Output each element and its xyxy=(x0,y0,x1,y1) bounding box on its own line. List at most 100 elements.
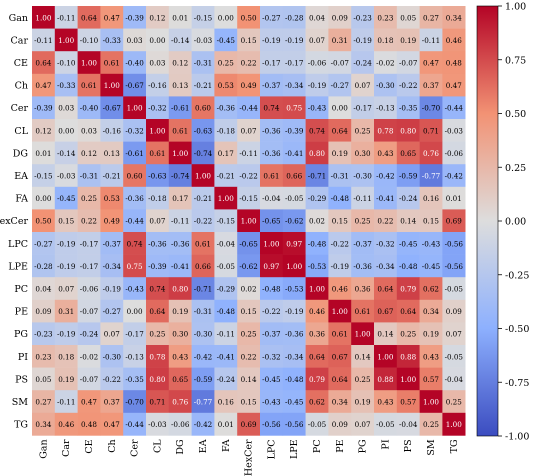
cell-value-label: -0.65 xyxy=(262,217,281,226)
cell-value-label: 1.00 xyxy=(332,307,348,316)
cell-value-label: -0.11 xyxy=(217,330,235,339)
heatmap-cell xyxy=(396,164,420,188)
cell-value-label: 0.17 xyxy=(172,194,188,203)
heatmap-cell xyxy=(77,186,101,210)
heatmap-cell xyxy=(396,6,420,29)
cell-value-label: 0.74 xyxy=(149,285,165,294)
heatmap-cell xyxy=(32,141,56,165)
cell-value-label: 0.43 xyxy=(172,352,188,361)
x-tick-labels: Gan Car CE Ch Cer CL DG EA FA HexCer LPC LPE PC PE PG P… xyxy=(38,439,459,476)
heatmap-cell xyxy=(442,390,466,414)
heatmap-cell xyxy=(260,209,284,233)
heatmap-cell xyxy=(374,96,398,120)
heatmap-cell xyxy=(328,390,352,414)
cell-value-label: 0.22 xyxy=(241,352,257,361)
heatmap-cell xyxy=(351,6,375,29)
cell-value-label: 0.15 xyxy=(332,217,348,226)
cell-value-label: 0.07 xyxy=(309,36,325,45)
cell-value-label: -0.16 xyxy=(148,81,167,90)
cell-value-label: -0.05 xyxy=(445,352,464,361)
cell-value-label: -0.61 xyxy=(171,104,189,113)
heatmap-cell xyxy=(351,322,375,346)
cell-value-label: 0.97 xyxy=(263,262,279,271)
heatmap-cell xyxy=(214,28,238,52)
cell-value-label: -0.33 xyxy=(57,81,76,90)
y-tick-label: CL xyxy=(14,126,28,137)
heatmap-cell xyxy=(54,73,78,97)
colorbar-tick-label: -1.00 xyxy=(505,432,529,443)
cell-value-label: -0.05 xyxy=(217,262,236,271)
heatmap-cell xyxy=(419,96,443,120)
heatmap-cell xyxy=(396,73,420,97)
cell-value-label: 0.57 xyxy=(423,375,439,384)
heatmap-cells: 1.00 -0.11 0.64 0.47 -0.39 0.12 0.01 -0.15 0.00 0… xyxy=(32,6,466,436)
heatmap-cell xyxy=(260,73,284,97)
cell-value-label: -0.18 xyxy=(148,194,167,203)
heatmap-cell xyxy=(396,28,420,52)
cell-value-label: -0.11 xyxy=(422,36,440,45)
heatmap-cell xyxy=(419,390,443,414)
cell-value-label: 0.61 xyxy=(81,81,97,90)
cell-value-label: 0.31 xyxy=(58,307,74,316)
heatmap-cell xyxy=(32,96,56,120)
heatmap-cell xyxy=(77,412,101,436)
heatmap-cell xyxy=(146,96,170,120)
heatmap-cell xyxy=(237,345,261,368)
heatmap-cell xyxy=(442,164,466,188)
cell-value-label: -0.45 xyxy=(57,194,76,203)
cell-value-label: 0.30 xyxy=(355,149,371,158)
heatmap-cell xyxy=(305,164,329,188)
y-tick-label: HexCer xyxy=(0,216,28,227)
heatmap-cell xyxy=(328,254,352,278)
cell-value-label: 0.47 xyxy=(104,420,120,429)
heatmap-cell xyxy=(191,209,215,233)
cell-value-label: 0.64 xyxy=(149,307,165,316)
cell-value-label: 0.09 xyxy=(446,307,462,316)
heatmap-cell xyxy=(146,322,170,346)
cell-value-label: -0.17 xyxy=(125,330,144,339)
heatmap-cell xyxy=(328,73,352,97)
heatmap-cell xyxy=(54,51,78,75)
heatmap-cell xyxy=(214,164,238,188)
cell-value-label: 0.46 xyxy=(332,285,348,294)
cell-value-label: 0.34 xyxy=(423,307,439,316)
cell-value-label: -0.34 xyxy=(285,352,304,361)
heatmap-cell xyxy=(396,299,420,323)
heatmap-cell xyxy=(146,390,170,414)
x-tick-label: FA xyxy=(221,439,232,452)
cell-value-label: 0.76 xyxy=(172,398,188,407)
heatmap-cell xyxy=(100,232,124,255)
cell-value-label: 0.13 xyxy=(172,81,188,90)
heatmap-cell xyxy=(351,367,375,391)
heatmap-cell xyxy=(282,254,306,278)
cell-value-label: 0.53 xyxy=(104,194,120,203)
cell-value-label: -0.07 xyxy=(80,307,99,316)
heatmap-cell xyxy=(260,345,284,368)
y-tick-label: Car xyxy=(11,35,29,46)
cell-value-label: -0.36 xyxy=(262,149,281,158)
heatmap-cell xyxy=(419,277,443,301)
heatmap-cell xyxy=(146,412,170,436)
cell-value-label: -0.23 xyxy=(34,330,53,339)
heatmap-cell xyxy=(54,164,78,188)
cell-value-label: 1.00 xyxy=(149,126,165,135)
heatmap-cell xyxy=(123,390,147,414)
heatmap-cell xyxy=(374,299,398,323)
heatmap-cell xyxy=(32,412,56,436)
cell-value-label: 0.65 xyxy=(172,375,188,384)
x-tick-label: PI xyxy=(380,439,391,449)
heatmap-cell xyxy=(168,232,192,255)
cell-value-label: -0.35 xyxy=(399,104,418,113)
heatmap-cell xyxy=(442,367,466,391)
cell-value-label: -0.32 xyxy=(148,104,166,113)
cell-value-label: 0.75 xyxy=(127,262,143,271)
cell-value-label: -0.43 xyxy=(422,239,441,248)
heatmap-cell xyxy=(282,119,306,142)
cell-value-label: 0.67 xyxy=(332,352,348,361)
heatmap-cell xyxy=(351,73,375,97)
y-tick-label: Cer xyxy=(11,103,29,114)
y-tick-label: PS xyxy=(15,374,28,385)
heatmap-cell xyxy=(54,367,78,391)
heatmap-cell xyxy=(123,345,147,368)
heatmap-cell xyxy=(100,96,124,120)
